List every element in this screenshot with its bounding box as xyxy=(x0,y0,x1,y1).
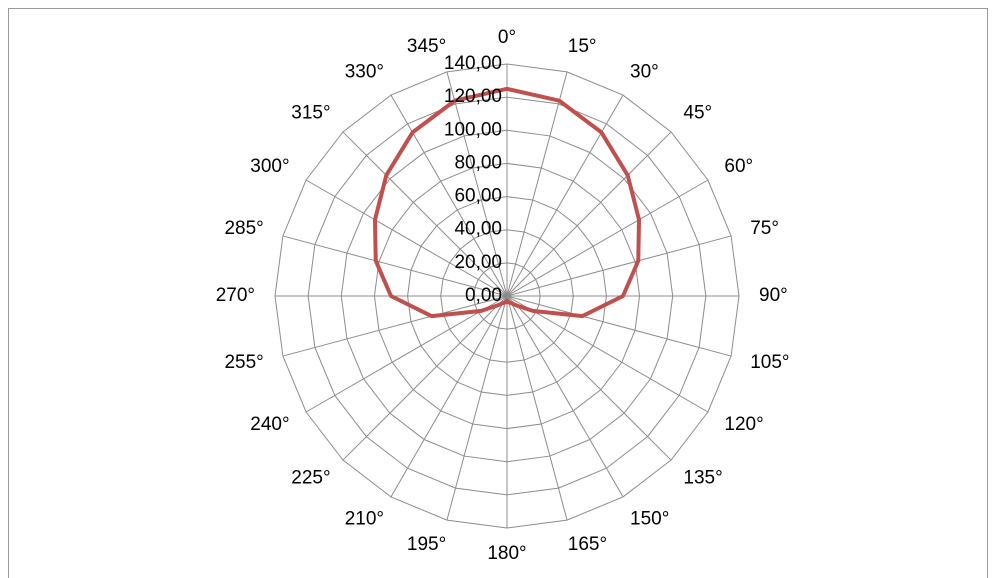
radial-tick-label: 100,00 xyxy=(444,119,502,140)
grid-spoke xyxy=(506,71,568,297)
angle-label: 60° xyxy=(724,156,753,177)
grid-spoke xyxy=(506,295,624,498)
radial-tick-labels: 0,00 20,00 40,00 60,00 80,00 100,00 120,00 140,… xyxy=(444,53,502,306)
angle-label: 300° xyxy=(250,156,289,177)
angle-label: 285° xyxy=(224,218,263,239)
radial-tick-label: 20,00 xyxy=(454,252,502,273)
grid-spoke xyxy=(282,235,508,297)
radial-tick-label: 0,00 xyxy=(465,285,502,306)
grid-spoke xyxy=(506,94,624,297)
grid-spoke xyxy=(506,295,709,413)
chart-area xyxy=(8,8,988,578)
grid-spoke xyxy=(506,295,672,461)
angle-label: 315° xyxy=(291,103,330,124)
angle-label: 225° xyxy=(291,467,330,488)
angle-label: 195° xyxy=(407,534,446,555)
angle-label: 15° xyxy=(568,36,597,57)
angle-label: 120° xyxy=(724,414,763,435)
grid-spoke xyxy=(446,71,508,297)
angle-label: 270° xyxy=(216,285,255,306)
radial-tick-label: 80,00 xyxy=(454,152,502,173)
angle-label: 75° xyxy=(750,218,779,239)
angle-label: 180° xyxy=(487,543,526,564)
series-layer xyxy=(372,86,642,319)
angle-label: 30° xyxy=(630,62,659,83)
radial-tick-label: 140,00 xyxy=(444,53,502,74)
grid-spoke xyxy=(506,295,568,521)
angle-label: 165° xyxy=(568,534,607,555)
grid-spoke xyxy=(390,94,508,297)
grid-spoke xyxy=(506,179,709,297)
grid-spoke xyxy=(390,295,508,498)
grid-spoke xyxy=(342,131,508,297)
angle-labels: 0° 15° 30° 45° 60° 75° 90° 105° 120° 135° 150° 165°… xyxy=(216,27,790,564)
grid-spoke xyxy=(282,295,508,357)
grid-spoke xyxy=(342,295,508,461)
grid-spokes xyxy=(275,64,739,528)
grid-spoke xyxy=(305,179,508,297)
radial-tick-label: 60,00 xyxy=(454,186,502,207)
angle-label: 330° xyxy=(345,62,384,83)
grid-spoke xyxy=(506,235,732,297)
radial-tick-label: 40,00 xyxy=(454,219,502,240)
angle-label: 210° xyxy=(345,508,384,529)
angle-label: 150° xyxy=(630,508,669,529)
angle-label: 345° xyxy=(407,36,446,57)
angle-label: 105° xyxy=(750,352,789,373)
angle-label: 0° xyxy=(498,27,516,48)
angle-label: 255° xyxy=(224,352,263,373)
grid-spoke xyxy=(506,131,672,297)
angle-label: 90° xyxy=(759,285,788,306)
radial-tick-label: 120,00 xyxy=(444,86,502,107)
grid-spoke xyxy=(506,295,732,357)
grid-spoke xyxy=(305,295,508,413)
angle-label: 240° xyxy=(250,414,289,435)
angle-label: 135° xyxy=(683,467,722,488)
series-line xyxy=(372,86,642,319)
angle-label: 45° xyxy=(683,103,712,124)
grid-spoke xyxy=(446,295,508,521)
